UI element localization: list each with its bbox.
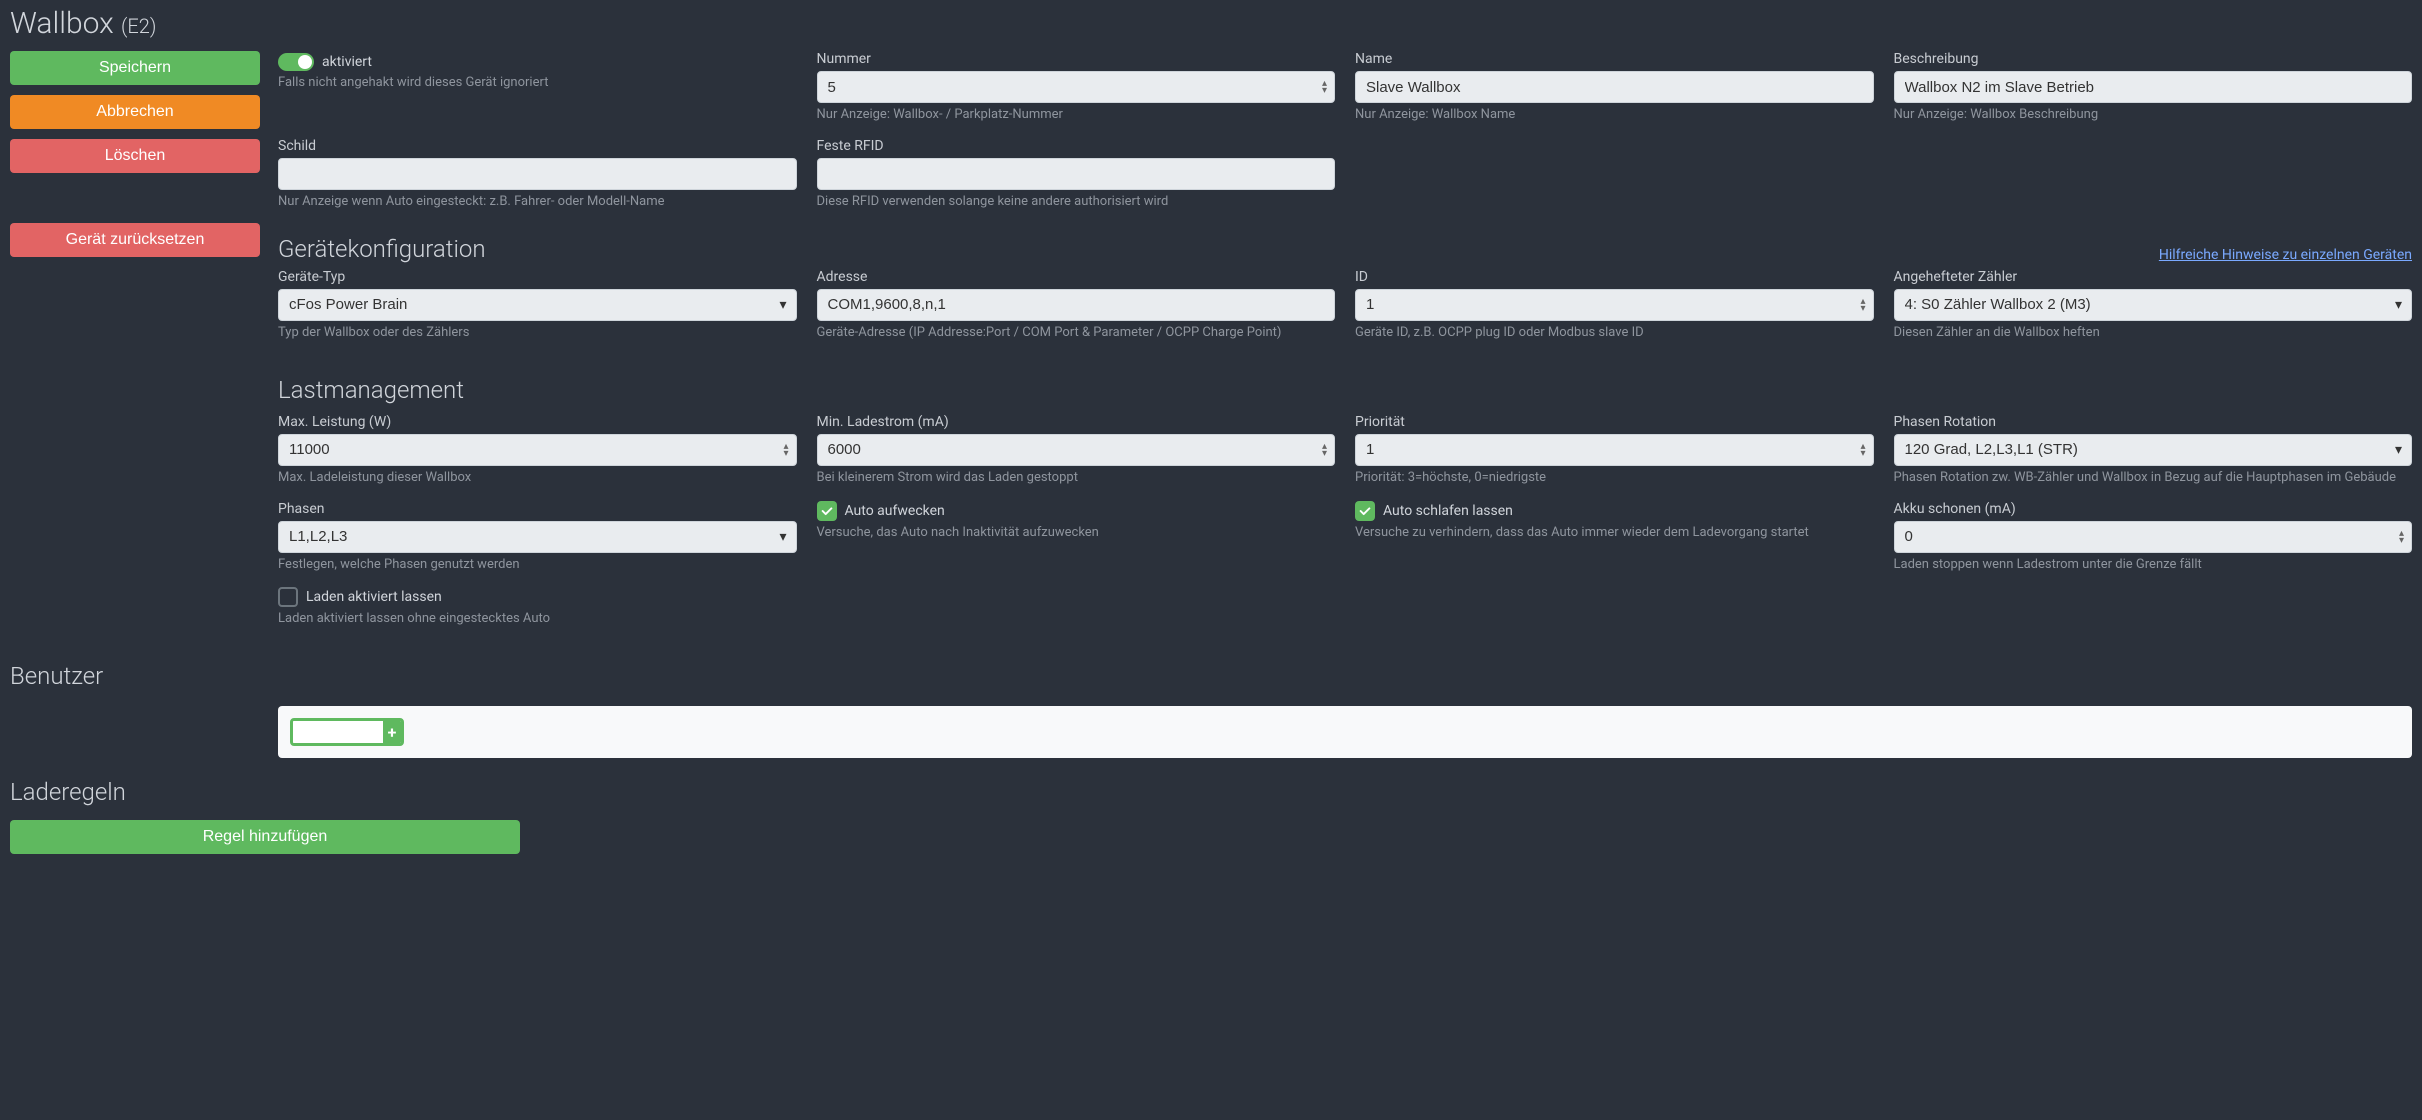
name-input[interactable] [1355, 71, 1874, 103]
phase-rotation-label: Phasen Rotation [1894, 414, 2413, 430]
users-panel: + [278, 706, 2412, 758]
priority-hint: Priorität: 3=höchste, 0=niedrigste [1355, 470, 1874, 487]
battery-input[interactable] [1894, 521, 2413, 553]
wake-car-checkbox[interactable] [817, 501, 837, 521]
battery-label: Akku schonen (mA) [1894, 501, 2413, 517]
name-hint: Nur Anzeige: Wallbox Name [1355, 107, 1874, 124]
schild-field: Schild Nur Anzeige wenn Auto eingesteckt… [278, 138, 797, 211]
attached-meter-label: Angehefteter Zähler [1894, 269, 2413, 285]
attached-meter-select[interactable] [1894, 289, 2413, 321]
sleep-car-label: Auto schlafen lassen [1383, 503, 1513, 519]
save-button[interactable]: Speichern [10, 51, 260, 85]
max-power-hint: Max. Ladeleistung dieser Wallbox [278, 470, 797, 487]
battery-field: Akku schonen (mA) ▴▾ Laden stoppen wenn … [1894, 501, 2413, 574]
cancel-button[interactable]: Abbrechen [10, 95, 260, 129]
phases-hint: Festlegen, welche Phasen genutzt werden [278, 557, 797, 574]
battery-hint: Laden stoppen wenn Ladestrom unter die G… [1894, 557, 2413, 574]
id-field: ID ▴▾ Geräte ID, z.B. OCPP plug ID oder … [1355, 269, 1874, 342]
priority-input[interactable] [1355, 434, 1874, 466]
check-icon [820, 504, 834, 518]
max-power-input[interactable] [278, 434, 797, 466]
rules-section-title: Laderegeln [10, 778, 2412, 806]
attached-meter-hint: Diesen Zähler an die Wallbox heften [1894, 325, 2413, 342]
check-icon [1358, 504, 1372, 518]
device-type-hint: Typ der Wallbox oder des Zählers [278, 325, 797, 342]
activated-label: aktiviert [322, 54, 372, 70]
min-current-hint: Bei kleinerem Strom wird das Laden gesto… [817, 470, 1336, 487]
priority-label: Priorität [1355, 414, 1874, 430]
description-input[interactable] [1894, 71, 2413, 103]
schild-input[interactable] [278, 158, 797, 190]
activated-field: aktiviert Falls nicht angehakt wird dies… [278, 51, 797, 92]
id-hint: Geräte ID, z.B. OCPP plug ID oder Modbus… [1355, 325, 1874, 342]
rfid-label: Feste RFID [817, 138, 1336, 154]
address-hint: Geräte-Adresse (IP Addresse:Port / COM P… [817, 325, 1336, 342]
device-help-link[interactable]: Hilfreiche Hinweise zu einzelnen Geräten [2159, 247, 2412, 263]
phases-select[interactable] [278, 521, 797, 553]
schild-label: Schild [278, 138, 797, 154]
delete-button[interactable]: Löschen [10, 139, 260, 173]
activated-toggle[interactable] [278, 53, 314, 71]
sleep-car-checkbox[interactable] [1355, 501, 1375, 521]
schild-hint: Nur Anzeige wenn Auto eingesteckt: z.B. … [278, 194, 797, 211]
phases-field: Phasen ▾ Festlegen, welche Phasen genutz… [278, 501, 797, 574]
name-field: Name Nur Anzeige: Wallbox Name [1355, 51, 1874, 124]
page-title-suffix: (E2) [121, 14, 156, 38]
device-type-field: Geräte-Typ ▾ Typ der Wallbox oder des Zä… [278, 269, 797, 342]
number-label: Nummer [817, 51, 1336, 67]
address-input[interactable] [817, 289, 1336, 321]
device-type-select[interactable] [278, 289, 797, 321]
wake-car-field: Auto aufwecken Versuche, das Auto nach I… [817, 501, 1336, 542]
number-field: Nummer ▴▾ Nur Anzeige: Wallbox- / Parkpl… [817, 51, 1336, 124]
load-section-title: Lastmanagement [278, 376, 2412, 404]
priority-field: Priorität ▴▾ Priorität: 3=höchste, 0=nie… [1355, 414, 1874, 487]
max-power-field: Max. Leistung (W) ▴▾ Max. Ladeleistung d… [278, 414, 797, 487]
id-label: ID [1355, 269, 1874, 285]
attached-meter-field: Angehefteter Zähler ▾ Diesen Zähler an d… [1894, 269, 2413, 342]
min-current-field: Min. Ladestrom (mA) ▴▾ Bei kleinerem Str… [817, 414, 1336, 487]
wake-car-hint: Versuche, das Auto nach Inaktivität aufz… [817, 525, 1336, 542]
device-type-label: Geräte-Typ [278, 269, 797, 285]
add-user-chip: + [290, 718, 404, 746]
address-field: Adresse Geräte-Adresse (IP Addresse:Port… [817, 269, 1336, 342]
add-rule-button[interactable]: Regel hinzufügen [10, 820, 520, 854]
phase-rotation-field: Phasen Rotation ▾ Phasen Rotation zw. WB… [1894, 414, 2413, 487]
sleep-car-field: Auto schlafen lassen Versuche zu verhind… [1355, 501, 1874, 542]
add-user-input[interactable] [293, 721, 383, 743]
rfid-hint: Diese RFID verwenden solange keine ander… [817, 194, 1336, 211]
description-hint: Nur Anzeige: Wallbox Beschreibung [1894, 107, 2413, 124]
number-hint: Nur Anzeige: Wallbox- / Parkplatz-Nummer [817, 107, 1336, 124]
phase-rotation-select[interactable] [1894, 434, 2413, 466]
sleep-car-hint: Versuche zu verhindern, dass das Auto im… [1355, 525, 1874, 542]
reset-device-button[interactable]: Gerät zurücksetzen [10, 223, 260, 257]
description-field: Beschreibung Nur Anzeige: Wallbox Beschr… [1894, 51, 2413, 124]
phase-rotation-hint: Phasen Rotation zw. WB-Zähler und Wallbo… [1894, 470, 2413, 487]
rfid-field: Feste RFID Diese RFID verwenden solange … [817, 138, 1336, 211]
activated-hint: Falls nicht angehakt wird dieses Gerät i… [278, 75, 797, 92]
id-input[interactable] [1355, 289, 1874, 321]
keep-charging-label: Laden aktiviert lassen [306, 589, 442, 605]
number-input[interactable] [817, 71, 1336, 103]
config-section-title: Gerätekonfiguration [278, 235, 486, 263]
wake-car-label: Auto aufwecken [845, 503, 945, 519]
max-power-label: Max. Leistung (W) [278, 414, 797, 430]
main-content: aktiviert Falls nicht angehakt wird dies… [278, 51, 2412, 642]
add-user-button[interactable]: + [383, 721, 401, 743]
address-label: Adresse [817, 269, 1336, 285]
page-title: Wallbox (E2) [10, 6, 2412, 41]
page-title-text: Wallbox [10, 6, 114, 41]
users-section-title: Benutzer [10, 662, 2412, 690]
name-label: Name [1355, 51, 1874, 67]
phases-label: Phasen [278, 501, 797, 517]
keep-charging-checkbox[interactable] [278, 587, 298, 607]
keep-charging-hint: Laden aktiviert lassen ohne eingesteckte… [278, 611, 797, 628]
min-current-input[interactable] [817, 434, 1336, 466]
keep-charging-field: Laden aktiviert lassen Laden aktiviert l… [278, 587, 797, 628]
description-label: Beschreibung [1894, 51, 2413, 67]
rfid-input[interactable] [817, 158, 1336, 190]
action-sidebar: Speichern Abbrechen Löschen Gerät zurück… [10, 51, 260, 257]
min-current-label: Min. Ladestrom (mA) [817, 414, 1336, 430]
